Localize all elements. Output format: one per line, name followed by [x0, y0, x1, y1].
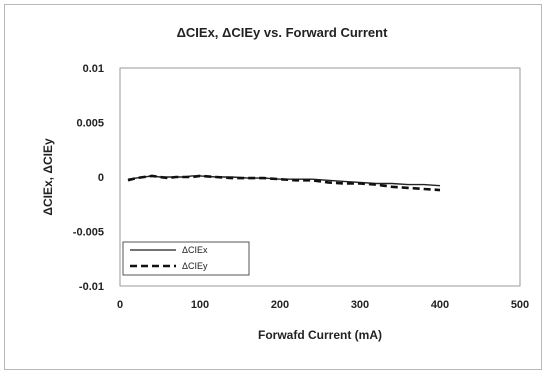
x-tick-label: 500 — [511, 299, 529, 311]
legend: ΔCIEx ΔCIEy — [122, 241, 250, 276]
y-tick-label: -0.005 — [73, 227, 104, 239]
series-layer — [127, 174, 441, 192]
y-tick-label: 0 — [98, 172, 104, 184]
y-tick-label: 0.005 — [76, 118, 104, 130]
x-tick-label: 300 — [351, 299, 369, 311]
y-tick-label: -0.01 — [79, 281, 104, 293]
x-axis-title: Forwafd Current (mA) — [258, 328, 382, 342]
y-tick-label: 0.01 — [83, 63, 104, 75]
x-tick-label: 100 — [191, 299, 209, 311]
legend-label-dcie-x: ΔCIEx — [182, 245, 208, 255]
legend-box — [122, 241, 250, 276]
x-axis-ticks: 0 100 200 300 400 500 — [117, 299, 529, 311]
series-line-dcie-x — [127, 175, 441, 187]
y-axis-title: ΔCIEx, ΔCIEy — [41, 138, 55, 216]
x-tick-label: 0 — [117, 299, 123, 311]
legend-label-dcie-y: ΔCIEy — [182, 261, 208, 271]
chart-title: ΔCIEx, ΔCIEy vs. Forward Current — [177, 25, 389, 40]
x-tick-label: 400 — [431, 299, 449, 311]
y-axis-ticks: 0.01 0.005 0 -0.005 -0.01 — [73, 63, 104, 293]
x-tick-label: 200 — [271, 299, 289, 311]
